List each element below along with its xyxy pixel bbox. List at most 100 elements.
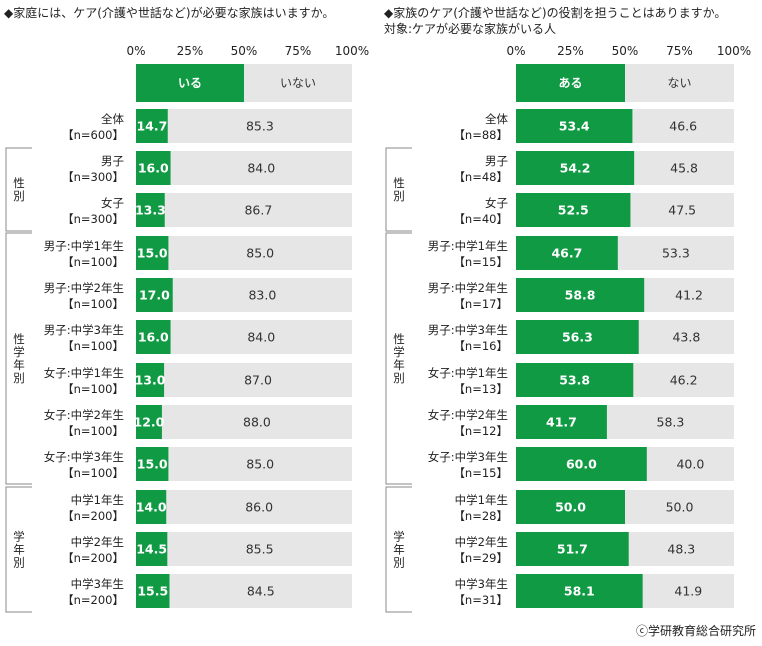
row-n-label: 【n=29】 (453, 551, 508, 565)
data-label-secondary: 84.0 (247, 161, 275, 176)
group-label: 学年別 (393, 530, 405, 570)
bar-primary (516, 574, 643, 608)
row-n-label: 【n=300】 (62, 170, 124, 184)
data-label-primary: 52.5 (558, 203, 589, 218)
bar-secondary (136, 574, 352, 608)
row-label: 男子:中学1年生 (44, 239, 124, 253)
chart-title: ◆家族のケア(介護や世話など)の役割を担うことはありますか。 (384, 5, 726, 20)
group-bracket (5, 147, 32, 232)
legend-bar-primary (136, 64, 244, 102)
data-label-secondary: 53.3 (662, 246, 690, 261)
row-label: 男子:中学3年生 (428, 323, 508, 337)
data-label-secondary: 48.3 (667, 542, 695, 557)
data-label-secondary: 85.5 (246, 542, 274, 557)
data-label-secondary: 43.8 (672, 330, 700, 345)
group-bracket (385, 486, 412, 613)
group-bracket (5, 232, 32, 485)
bar-primary (136, 532, 168, 566)
bar-secondary (136, 236, 352, 270)
data-label-primary: 53.8 (559, 373, 590, 388)
row-label: 男子:中学3年生 (44, 323, 124, 337)
bar-primary (516, 447, 647, 481)
data-label-secondary: 86.7 (244, 203, 272, 218)
data-label-primary: 14.5 (136, 542, 167, 557)
row-n-label: 【n=100】 (62, 424, 124, 438)
data-label-primary: 16.0 (138, 161, 169, 176)
row-n-label: 【n=300】 (62, 212, 124, 226)
data-label-primary: 54.2 (560, 161, 591, 176)
data-label-secondary: 47.5 (668, 203, 696, 218)
data-label-secondary: 40.0 (676, 457, 704, 472)
row-label: 男子:中学2年生 (44, 281, 124, 295)
row-n-label: 【n=100】 (62, 382, 124, 396)
tick-label: 100% (717, 44, 751, 58)
row-label: 中学1年生 (455, 493, 508, 507)
group-bracket (385, 147, 412, 232)
data-label-secondary: 86.0 (245, 500, 273, 515)
row-label: 女子:中学2年生 (428, 408, 508, 422)
row-label: 女子:中学3年生 (428, 450, 508, 464)
tick-label: 50% (612, 44, 639, 58)
bar-primary (516, 109, 633, 143)
bar-secondary (136, 109, 352, 143)
tick-label: 0% (126, 44, 145, 58)
bar-secondary (136, 447, 352, 481)
data-label-primary: 60.0 (566, 457, 597, 472)
row-label: 女子 (485, 196, 508, 210)
copyright: ⓒ学研教育総合研究所 (635, 624, 756, 638)
data-label-primary: 12.0 (134, 415, 165, 430)
data-label-primary: 58.1 (564, 584, 595, 599)
bar-secondary (136, 363, 352, 397)
bar-primary (516, 405, 607, 439)
row-n-label: 【n=12】 (453, 424, 508, 438)
row-n-label: 【n=600】 (62, 128, 124, 142)
group-bracket (5, 486, 32, 613)
row-n-label: 【n=40】 (453, 212, 508, 226)
bar-primary (516, 532, 629, 566)
row-label: 女子:中学1年生 (428, 366, 508, 380)
row-label: 男子:中学1年生 (428, 239, 508, 253)
data-label-primary: 15.0 (137, 457, 168, 472)
data-label-primary: 17.0 (139, 288, 170, 303)
row-label: 中学2年生 (71, 535, 124, 549)
row-n-label: 【n=100】 (62, 297, 124, 311)
legend-bar-primary (516, 64, 625, 102)
bar-primary (516, 236, 618, 270)
group-label: 性学年別 (13, 332, 25, 385)
row-n-label: 【n=15】 (453, 466, 508, 480)
bar-secondary (136, 490, 352, 524)
data-label-primary: 53.4 (559, 119, 590, 134)
data-label-primary: 56.3 (562, 330, 593, 345)
group-label: 性別 (393, 176, 405, 203)
bar-primary (136, 574, 170, 608)
data-label-secondary: 58.3 (657, 415, 685, 430)
row-label: 女子 (101, 196, 124, 210)
row-n-label: 【n=100】 (62, 255, 124, 269)
data-label-secondary: 50.0 (666, 500, 694, 515)
row-n-label: 【n=31】 (453, 593, 508, 607)
data-label-secondary: 46.6 (669, 119, 697, 134)
bar-secondary (136, 320, 352, 354)
row-n-label: 【n=200】 (62, 509, 124, 523)
tick-label: 75% (666, 44, 693, 58)
data-label-secondary: 41.2 (675, 288, 703, 303)
data-label-primary: 51.7 (557, 542, 588, 557)
bar-primary (136, 490, 167, 524)
data-label-primary: 13.0 (135, 373, 166, 388)
row-n-label: 【n=28】 (453, 509, 508, 523)
row-label: 男子 (101, 154, 124, 168)
data-label-secondary: 84.0 (247, 330, 275, 345)
row-label: 女子:中学1年生 (44, 366, 124, 380)
bar-primary (516, 320, 639, 354)
row-label: 女子:中学3年生 (44, 450, 124, 464)
bar-primary (136, 320, 171, 354)
bar-secondary (136, 405, 352, 439)
data-label-secondary: 85.3 (246, 119, 274, 134)
data-label-primary: 14.7 (136, 119, 167, 134)
row-n-label: 【n=13】 (453, 382, 508, 396)
tick-label: 25% (177, 44, 204, 58)
row-n-label: 【n=200】 (62, 551, 124, 565)
bar-secondary (136, 193, 352, 227)
tick-label: 25% (557, 44, 584, 58)
